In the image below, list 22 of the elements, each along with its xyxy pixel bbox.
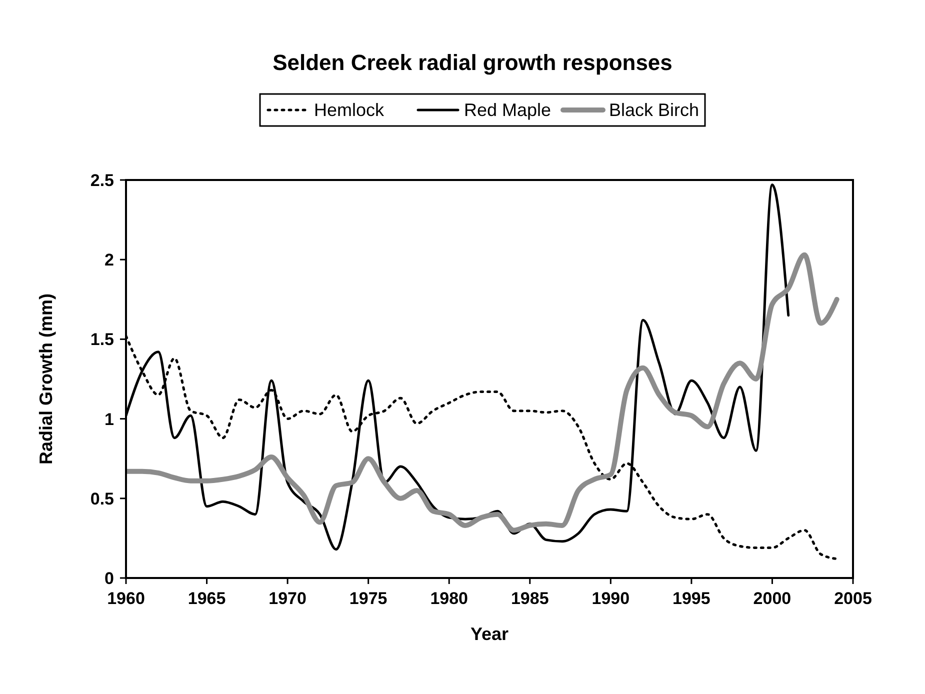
x-tick-label: 1995 (672, 589, 710, 608)
x-tick-label: 1980 (430, 589, 468, 608)
y-axis-title: Radial Growth (mm) (36, 293, 56, 465)
legend-label: Hemlock (314, 100, 386, 120)
x-tick-label: 1985 (510, 589, 549, 608)
chart-title: Selden Creek radial growth responses (272, 50, 672, 75)
x-tick-label: 2000 (753, 589, 792, 608)
x-axis-title: Year (470, 624, 509, 644)
x-tick-label: 1960 (107, 589, 145, 608)
x-tick-label: 1970 (268, 589, 306, 608)
y-tick-label: 1.5 (90, 330, 114, 350)
legend-label: Black Birch (609, 100, 700, 120)
y-tick-label: 1 (104, 410, 114, 429)
y-tick-label: 2 (104, 250, 114, 270)
y-tick-label: 0.5 (90, 489, 114, 508)
x-tick-label: 1990 (592, 589, 630, 608)
legend-label: Red Maple (464, 100, 552, 120)
y-tick-label: 0 (104, 569, 114, 588)
x-tick-label: 1975 (349, 589, 388, 608)
y-tick-label: 2.5 (90, 171, 114, 190)
x-tick-label: 1965 (188, 589, 226, 608)
x-tick-label: 2005 (834, 589, 872, 608)
